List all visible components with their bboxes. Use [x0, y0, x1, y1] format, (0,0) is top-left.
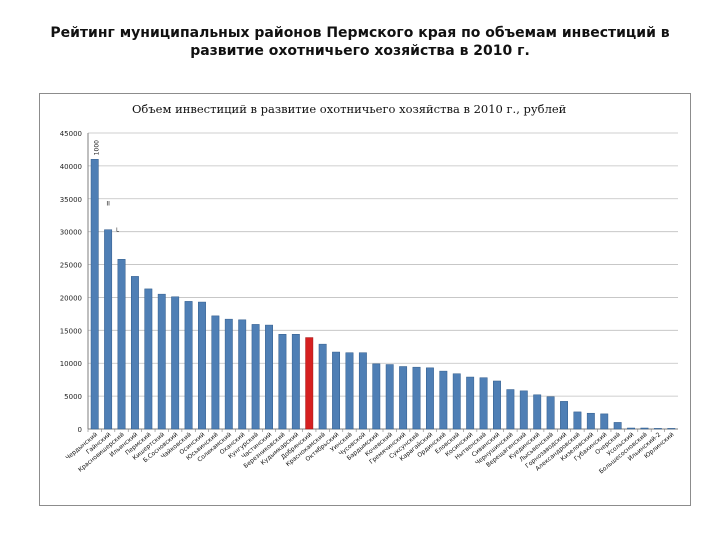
- y-tick-label: 35000: [60, 196, 82, 204]
- bar-40: [613, 422, 622, 430]
- bar-20: [345, 352, 354, 430]
- bar-38: [586, 412, 595, 430]
- y-axis: 0 5000 10000 15000 20000 25000 30000 35000 40000…: [60, 130, 678, 434]
- y-tick-label: 30000: [60, 229, 82, 237]
- bar-26: [425, 367, 434, 430]
- slide-title-line-2: развитие охотничьего хозяйства в 2010 г.: [190, 43, 530, 59]
- bar-35: [546, 396, 555, 430]
- y-tick-label: 15000: [60, 327, 82, 335]
- slide-title: Рейтинг муниципальных районов Пермского …: [20, 24, 700, 60]
- bar-11: [224, 318, 233, 430]
- bar-42: [640, 427, 649, 430]
- bar-21: [358, 352, 367, 430]
- bar-9: [198, 301, 206, 430]
- bar-15: [278, 334, 287, 430]
- bar-22: [372, 363, 381, 430]
- bar-25: [412, 366, 421, 430]
- bar-2: [104, 229, 113, 430]
- bar-10: [211, 315, 220, 430]
- bar-32: [506, 389, 515, 430]
- bar-33: [519, 390, 528, 430]
- bar-31: [493, 380, 501, 430]
- annotations-layer: 1000 II L: [94, 140, 119, 234]
- annotation-label: II: [106, 201, 110, 208]
- bar-6: [157, 293, 166, 430]
- bar-43: [653, 428, 662, 430]
- bar-12: [238, 319, 247, 430]
- bar-19: [332, 351, 341, 430]
- bar-39: [600, 413, 609, 430]
- chart-title: Объем инвестиций в развитие охотничьего …: [132, 102, 567, 116]
- bar-17: [305, 337, 314, 430]
- y-tick-label: 10000: [60, 360, 82, 368]
- x-axis-labels: ЧердынскийГайнскийКрасновишерскийИльинск…: [64, 429, 676, 475]
- bar-44: [667, 428, 676, 430]
- bar-8: [184, 301, 193, 430]
- bar-23: [385, 364, 394, 430]
- y-tick-label: 40000: [60, 163, 82, 171]
- bar-18: [318, 343, 327, 430]
- bar-13: [251, 324, 260, 430]
- bar-34: [533, 394, 542, 430]
- annotation-label: L: [116, 228, 119, 234]
- bar-27: [439, 370, 448, 430]
- bar-3: [117, 259, 126, 430]
- bar-4: [130, 276, 139, 430]
- bar-41: [627, 427, 636, 430]
- bar-28: [452, 373, 461, 430]
- y-tick-label: 25000: [60, 262, 82, 270]
- annotation-label: 1000: [94, 140, 101, 155]
- y-tick-label: 20000: [60, 294, 82, 302]
- y-tick-label: 45000: [60, 130, 82, 138]
- bar-36: [560, 401, 568, 430]
- slide-title-line-1: Рейтинг муниципальных районов Пермского …: [50, 25, 670, 41]
- bar-37: [573, 411, 582, 430]
- y-tick-label: 5000: [64, 393, 82, 401]
- bar-1: [90, 159, 99, 430]
- bar-14: [265, 324, 273, 430]
- bar-29: [466, 376, 475, 430]
- bars-layer: [90, 159, 676, 430]
- bar-30: [479, 377, 488, 430]
- bar-5: [144, 288, 153, 430]
- bar-16: [291, 334, 300, 430]
- bar-7: [171, 296, 180, 430]
- bar-24: [399, 366, 408, 430]
- y-tick-label: 0: [78, 426, 82, 434]
